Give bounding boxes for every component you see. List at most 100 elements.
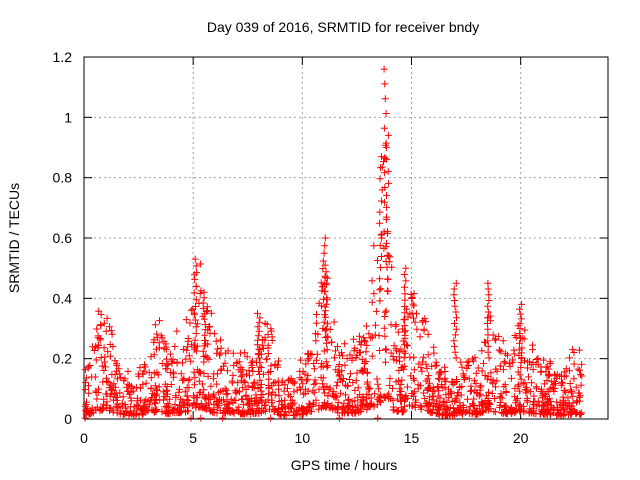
scatter-point	[102, 363, 109, 371]
scatter-point	[511, 332, 519, 339]
scatter-point	[320, 318, 328, 326]
scatter-point	[227, 395, 235, 403]
scatter-point	[410, 302, 418, 310]
scatter-point	[199, 299, 207, 307]
scatter-point	[576, 410, 584, 418]
scatter-point	[413, 325, 421, 333]
scatter-point	[236, 388, 243, 396]
scatter-point	[191, 275, 199, 283]
scatter-point	[169, 409, 177, 417]
scatter-point	[382, 307, 390, 315]
scatter-point	[310, 365, 318, 373]
scatter-point	[375, 394, 383, 402]
scatter-point	[568, 408, 576, 416]
scatter-point	[378, 163, 386, 171]
scatter-point	[481, 404, 489, 412]
scatter-point	[447, 390, 455, 398]
scatter-point	[385, 179, 393, 187]
scatter-point	[349, 379, 357, 387]
scatter-point	[346, 370, 354, 378]
scatter-point	[216, 396, 223, 404]
scatter-point	[353, 369, 361, 377]
scatter-point	[382, 143, 390, 151]
scatter-point	[362, 348, 370, 356]
scatter-point	[517, 334, 524, 342]
scatter-point	[472, 380, 480, 388]
scatter-point	[540, 398, 548, 406]
scatter-point	[141, 363, 149, 371]
scatter-point	[478, 367, 486, 375]
scatter-point	[401, 327, 409, 335]
scatter-point	[399, 408, 407, 416]
scatter-point	[180, 345, 188, 353]
scatter-point	[385, 394, 393, 402]
scatter-point	[99, 404, 107, 412]
scatter-point	[453, 314, 460, 322]
scatter-point	[297, 375, 305, 383]
scatter-point	[256, 384, 264, 391]
scatter-point	[323, 346, 331, 354]
scatter-point	[463, 358, 471, 366]
scatter-point	[324, 392, 332, 400]
scatter-point	[144, 407, 152, 415]
scatter-point	[416, 333, 424, 341]
scatter-point	[206, 329, 214, 337]
scatter-point	[484, 397, 492, 404]
scatter-point	[232, 389, 240, 397]
scatter-point	[176, 402, 183, 409]
scatter-point	[192, 347, 200, 355]
scatter-point	[274, 408, 281, 416]
scatter-point	[97, 322, 105, 330]
scatter-point	[372, 307, 380, 315]
scatter-point	[417, 364, 425, 372]
scatter-point	[562, 372, 570, 380]
scatter-point	[383, 263, 391, 271]
scatter-point	[271, 361, 279, 369]
scatter-point	[248, 364, 256, 371]
scatter-point	[380, 124, 388, 132]
scatter-point	[560, 386, 568, 394]
scatter-point	[485, 291, 493, 299]
scatter-point	[292, 406, 300, 414]
scatter-point	[513, 406, 521, 414]
scatter-point	[138, 411, 146, 419]
scatter-point	[522, 389, 530, 397]
scatter-point	[229, 349, 237, 357]
scatter-point	[290, 388, 298, 396]
scatter-point	[226, 408, 234, 416]
scatter-point	[204, 399, 212, 407]
scatter-point	[400, 316, 408, 324]
scatter-point	[430, 400, 438, 408]
scatter-point	[108, 330, 116, 338]
scatter-point	[393, 407, 401, 415]
scatter-point	[127, 388, 135, 396]
scatter-point	[496, 401, 504, 409]
scatter-point	[117, 407, 125, 415]
scatter-point	[124, 380, 132, 388]
scatter-point	[254, 309, 261, 317]
scatter-point	[451, 342, 458, 350]
scatter-point	[376, 175, 384, 183]
scatter-point	[378, 197, 385, 205]
scatter-point	[151, 382, 159, 390]
scatter-point	[153, 387, 161, 395]
scatter-point	[451, 398, 459, 405]
scatter-point	[95, 307, 103, 315]
scatter-point	[375, 385, 383, 393]
scatter-point	[368, 333, 376, 341]
scatter-point	[192, 262, 200, 270]
scatter-point	[93, 325, 101, 333]
scatter-point	[120, 377, 128, 385]
scatter-point	[179, 359, 186, 367]
scatter-point	[396, 391, 404, 398]
x-tick-label: 0	[80, 430, 88, 446]
scatter-point	[488, 390, 496, 397]
scatter-point	[425, 372, 433, 380]
scatter-point	[321, 307, 329, 315]
scatter-point	[210, 409, 218, 417]
scatter-point	[382, 345, 389, 353]
scatter-point	[559, 393, 567, 401]
scatter-point	[368, 298, 376, 306]
scatter-point	[110, 396, 117, 404]
scatter-point	[343, 355, 351, 363]
